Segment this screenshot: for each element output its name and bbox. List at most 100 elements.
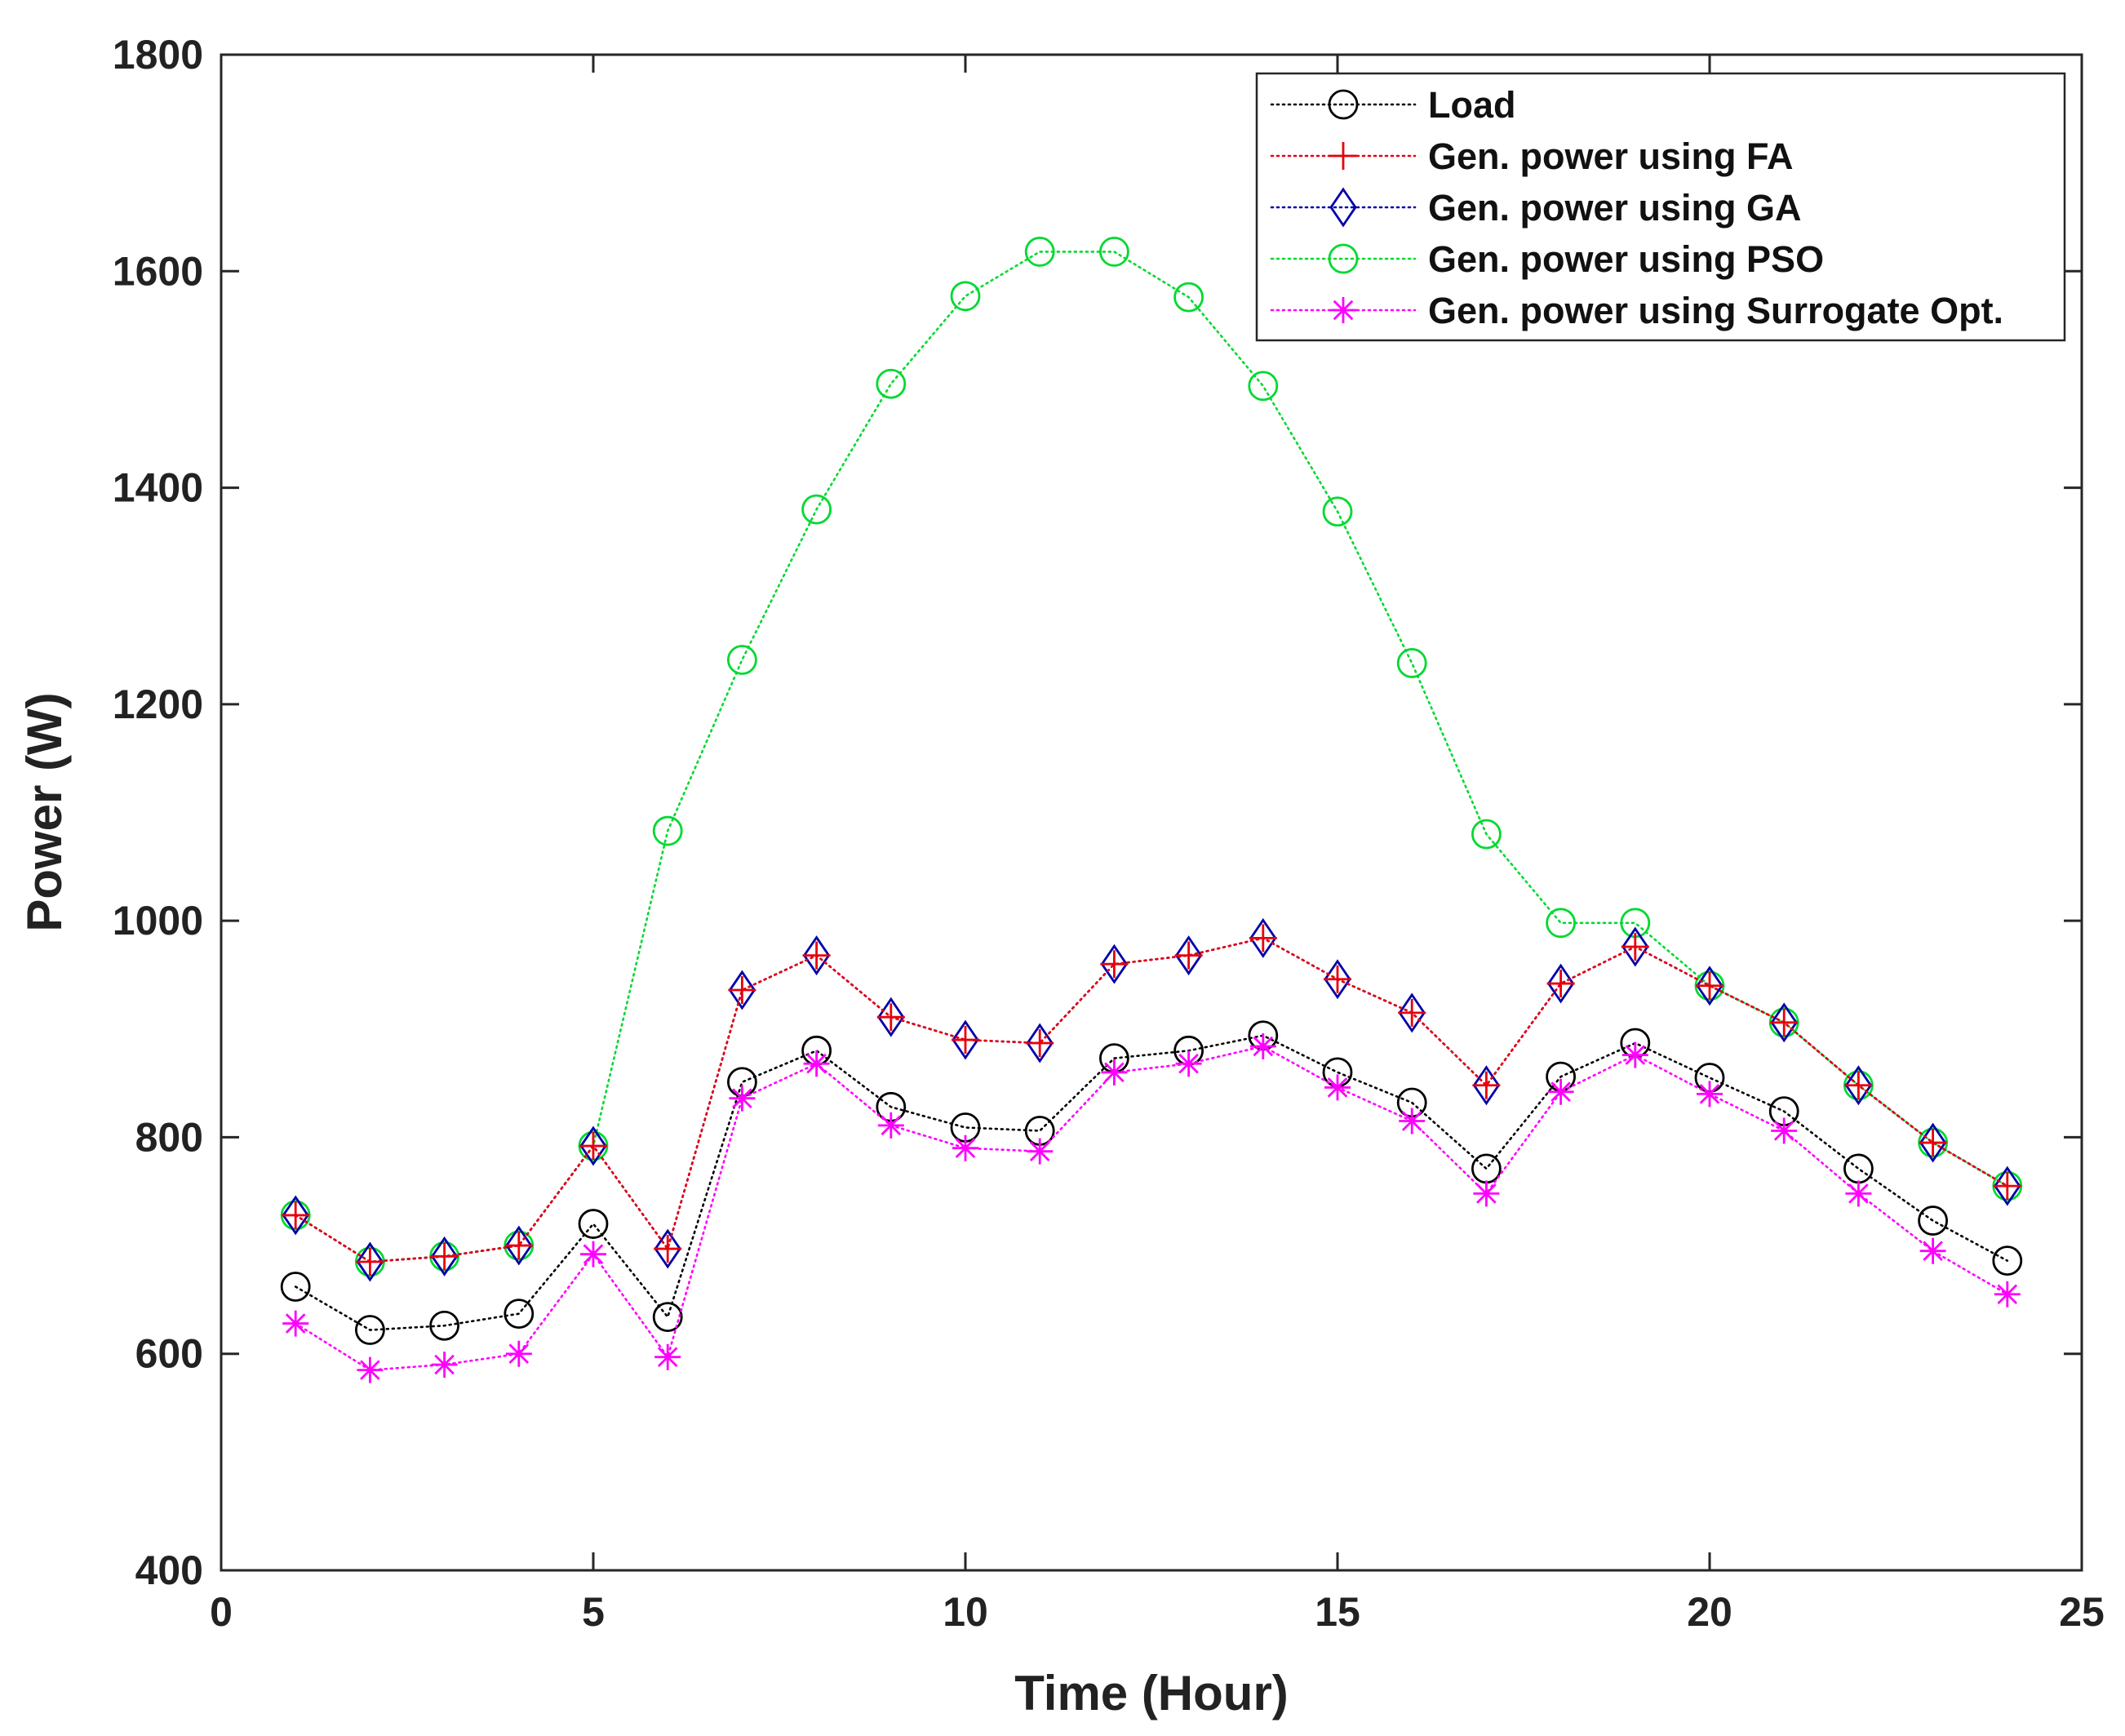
data-point — [1919, 1129, 1947, 1157]
data-point — [1993, 1172, 2021, 1201]
data-point — [802, 941, 831, 970]
data-point — [1770, 1008, 1799, 1037]
data-point — [356, 1241, 384, 1282]
data-point — [1696, 971, 1724, 1000]
data-point — [1697, 1081, 1723, 1108]
data-point — [282, 1195, 309, 1236]
legend-marker — [1329, 187, 1357, 228]
data-point — [652, 1302, 683, 1333]
data-point — [1546, 970, 1575, 998]
data-point — [1845, 1180, 1872, 1207]
series-line — [294, 1045, 2009, 1371]
data-point — [1771, 1117, 1798, 1144]
series-layer — [280, 237, 2023, 1383]
y-axis-title: Power (W) — [17, 692, 72, 931]
data-point — [1547, 1078, 1574, 1105]
series-1 — [282, 924, 2021, 1276]
x-tick-label: 10 — [943, 1589, 988, 1635]
data-point — [1027, 1138, 1054, 1165]
data-point — [1174, 941, 1203, 970]
legend-marker — [1328, 243, 1359, 274]
data-point — [876, 1003, 905, 1032]
data-point — [1621, 932, 1649, 961]
y-tick-label: 1800 — [113, 32, 203, 78]
data-point — [728, 976, 756, 1005]
y-tick-label: 800 — [135, 1114, 203, 1160]
data-point — [354, 1315, 385, 1345]
data-point — [1175, 1050, 1202, 1077]
data-point — [1100, 950, 1129, 979]
data-point — [801, 494, 832, 525]
data-point — [357, 1356, 384, 1383]
series-line — [294, 936, 2009, 1263]
data-point — [1396, 648, 1427, 678]
data-point — [1249, 1033, 1276, 1060]
legend-entry: Gen. power using PSO — [1270, 238, 1824, 280]
legend-entry: Gen. power using Surrogate Opt. — [1270, 290, 2003, 331]
data-point — [1546, 963, 1575, 1004]
legend: Load Gen. power using FA Gen. power using … — [1255, 72, 2066, 342]
data-point — [356, 1247, 384, 1276]
y-tick-label: 1600 — [113, 248, 203, 294]
data-point — [803, 1050, 830, 1077]
data-point — [1621, 1041, 1648, 1068]
data-point — [1473, 1180, 1500, 1207]
data-point — [1398, 998, 1426, 1027]
data-point — [580, 1241, 606, 1268]
data-point — [1621, 926, 1649, 967]
data-point — [1471, 819, 1502, 850]
data-point — [952, 1026, 979, 1054]
data-point — [430, 1236, 459, 1276]
legend-items: Load Gen. power using FA Gen. power using … — [1270, 84, 2003, 331]
data-point — [1173, 282, 1204, 313]
data-point — [1844, 1065, 1873, 1106]
data-point — [654, 1228, 681, 1269]
data-point — [430, 1242, 459, 1271]
data-point — [1992, 1245, 2023, 1276]
data-point — [578, 1209, 609, 1239]
data-point — [1324, 959, 1351, 1000]
legend-label: Gen. power using Surrogate Opt. — [1428, 290, 2003, 331]
data-point — [1994, 1281, 2021, 1308]
data-point — [952, 1019, 979, 1060]
legend-marker — [1330, 297, 1356, 323]
x-tick-label: 5 — [582, 1589, 605, 1635]
legend-entry: Gen. power using GA — [1270, 187, 1802, 229]
data-point — [1101, 1059, 1128, 1086]
data-point — [1099, 237, 1129, 267]
data-point — [505, 1225, 533, 1266]
y-tick-label: 1200 — [113, 682, 203, 727]
data-point — [1546, 908, 1576, 939]
data-point — [1994, 1165, 2021, 1206]
data-point — [1472, 1065, 1501, 1106]
data-point — [579, 1132, 607, 1161]
data-point — [1174, 935, 1203, 976]
legend-marker — [1328, 89, 1359, 120]
data-point — [1844, 1071, 1873, 1099]
data-point — [1024, 237, 1055, 267]
data-point — [1398, 992, 1426, 1033]
data-point — [1918, 1205, 1949, 1236]
data-point — [505, 1340, 532, 1367]
data-point — [729, 1085, 756, 1112]
data-point — [1100, 943, 1129, 984]
series-4 — [282, 1033, 2021, 1383]
data-point — [1696, 966, 1724, 1006]
data-point — [1026, 1029, 1054, 1058]
legend-entry: Gen. power using FA — [1270, 135, 1794, 177]
legend-marker — [1329, 142, 1357, 170]
data-point — [1919, 1237, 1946, 1264]
y-tick-label: 600 — [135, 1331, 203, 1377]
data-point — [282, 1201, 310, 1229]
data-point — [1026, 1023, 1054, 1063]
data-point — [579, 1126, 607, 1166]
y-tick-label: 1400 — [113, 465, 203, 511]
data-point — [1399, 1108, 1426, 1134]
data-point — [431, 1351, 458, 1378]
data-point — [952, 1134, 978, 1161]
data-point — [654, 1235, 682, 1263]
data-point — [877, 1112, 904, 1139]
y-axis: 400 600 800 1000 1200 1400 1600 1800 — [113, 32, 2082, 1593]
x-axis-title: Time (Hour) — [1014, 1666, 1289, 1720]
